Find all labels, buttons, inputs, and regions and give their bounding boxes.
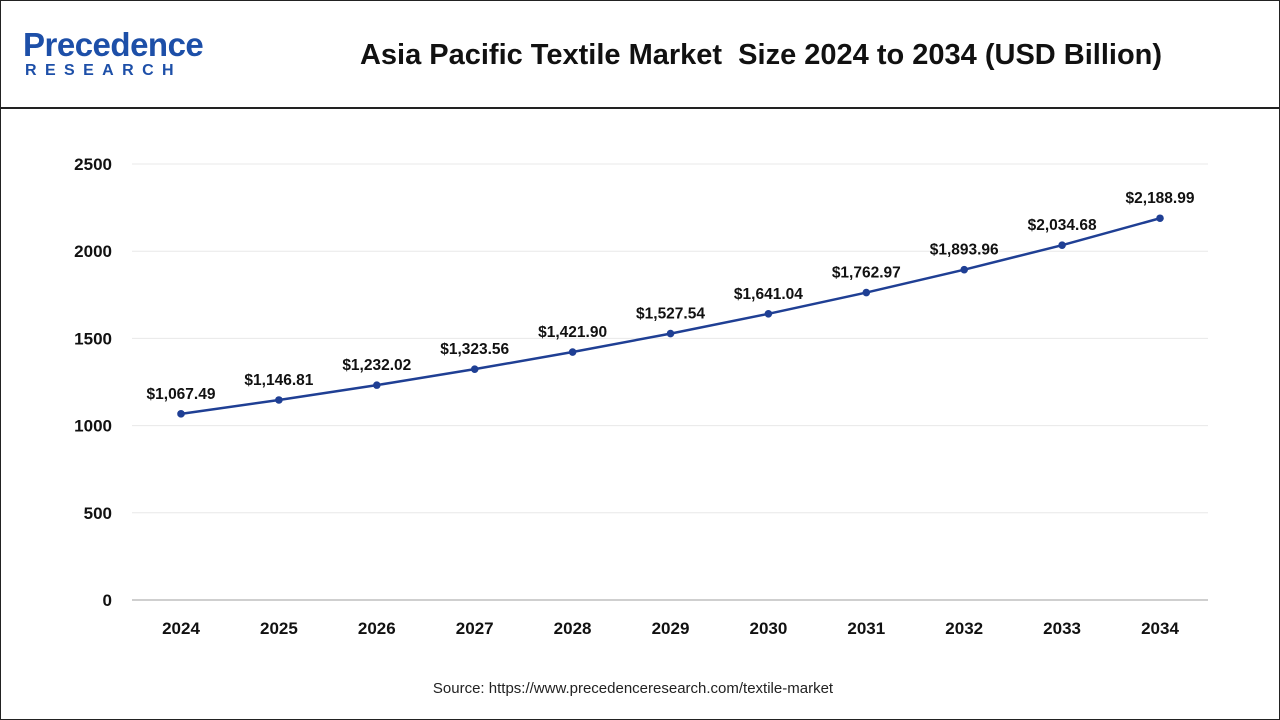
y-tick-label: 2000 bbox=[74, 242, 112, 261]
x-tick-label: 2031 bbox=[847, 619, 885, 638]
data-label: $1,641.04 bbox=[734, 286, 803, 303]
data-label: $1,893.96 bbox=[930, 242, 999, 259]
x-tick-label: 2024 bbox=[162, 619, 200, 638]
data-point bbox=[470, 365, 479, 373]
x-tick-label: 2030 bbox=[749, 619, 787, 638]
x-tick-label: 2026 bbox=[358, 619, 396, 638]
logo-wordmark: Precedence bbox=[23, 26, 204, 63]
source-note: Source: https://www.precedenceresearch.c… bbox=[432, 680, 834, 697]
y-tick-label: 1000 bbox=[74, 417, 112, 436]
x-tick-label: 2032 bbox=[945, 619, 983, 638]
data-point bbox=[764, 310, 773, 318]
data-point bbox=[1058, 241, 1066, 249]
y-tick-label: 1500 bbox=[74, 329, 112, 348]
data-label: $1,067.49 bbox=[147, 386, 216, 403]
data-label: $1,421.90 bbox=[538, 324, 607, 341]
x-tick-label: 2025 bbox=[260, 619, 298, 638]
data-point bbox=[862, 288, 871, 297]
x-tick-label: 2033 bbox=[1043, 619, 1081, 638]
data-point bbox=[568, 348, 577, 356]
chart-title: Asia Pacific Textile Market Size 2024 to… bbox=[359, 39, 1163, 71]
y-tick-label: 500 bbox=[84, 504, 112, 523]
data-label: $1,146.81 bbox=[244, 372, 313, 389]
data-label: $2,034.68 bbox=[1028, 217, 1097, 234]
x-tick-label: 2029 bbox=[652, 619, 690, 638]
data-label: $1,323.56 bbox=[440, 341, 509, 358]
data-point bbox=[960, 265, 968, 274]
line-chart: 0 500 1000 1500 2000 2500 2024 2025 2026 2027 2028… bbox=[74, 155, 1208, 638]
data-point bbox=[1156, 214, 1164, 223]
y-tick-label: 2500 bbox=[74, 155, 112, 174]
data-label: $1,232.02 bbox=[342, 357, 411, 374]
data-point bbox=[177, 410, 185, 418]
precedence-research-logo: Precedence RESEARCH bbox=[23, 27, 223, 87]
logo-subtitle: RESEARCH bbox=[25, 62, 182, 79]
data-point bbox=[666, 329, 675, 338]
x-tick-label: 2027 bbox=[456, 619, 494, 638]
chart-header: Precedence RESEARCH Asia Pacific Textile… bbox=[1, 1, 1279, 109]
data-label: $1,527.54 bbox=[636, 306, 705, 323]
data-label: $2,188.99 bbox=[1126, 190, 1195, 207]
y-tick-label: 0 bbox=[103, 591, 112, 610]
data-label: $1,762.97 bbox=[832, 265, 901, 282]
data-point bbox=[275, 396, 283, 404]
x-tick-label: 2028 bbox=[554, 619, 592, 638]
x-tick-label: 2034 bbox=[1141, 619, 1179, 638]
data-point bbox=[373, 381, 381, 389]
